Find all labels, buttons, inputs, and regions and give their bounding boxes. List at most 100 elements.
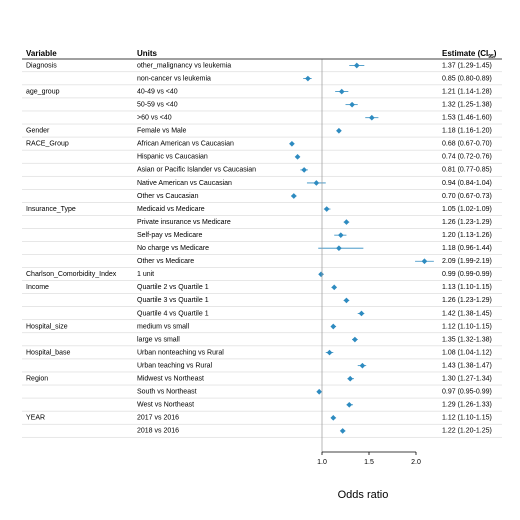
row-estimate-label: 0.74 (0.72-0.76) xyxy=(442,154,492,161)
row-unit-label: Female vs Male xyxy=(137,128,187,135)
x-tick-label: 1.5 xyxy=(364,459,374,466)
row-variable-label: Region xyxy=(26,376,48,383)
x-axis-ticks: 1.0 1.5 2.0 xyxy=(317,452,421,466)
x-tick-label: 2.0 xyxy=(411,459,421,466)
header-variable: Variable xyxy=(26,49,57,58)
point-estimate-marker xyxy=(349,101,355,108)
row-variable-label: Insurance_Type xyxy=(26,206,76,213)
row-unit-label: Quartile 2 vs Quartile 1 xyxy=(137,284,209,291)
row-unit-label: Self-pay vs Medicare xyxy=(137,232,202,239)
row-estimate-label: 1.30 (1.27-1.34) xyxy=(442,376,492,383)
point-estimate-marker xyxy=(359,362,366,369)
row-unit-label: >60 vs <40 xyxy=(137,115,172,122)
point-estimate-marker xyxy=(353,62,360,69)
row-variable-label: Income xyxy=(26,284,49,291)
header-estimate-main: Estimate (CI xyxy=(442,49,488,58)
row-estimate-label: 1.18 (0.96-1.44) xyxy=(442,245,492,252)
row-estimate-label: 1.08 (1.04-1.12) xyxy=(442,349,492,356)
row-estimate-label: 2.09 (1.99-2.19) xyxy=(442,258,492,265)
row-variable-label: age_group xyxy=(26,88,60,95)
row-unit-label: Private insurance vs Medicare xyxy=(137,219,231,226)
row-unit-label: South vs Northeast xyxy=(137,389,197,396)
row-estimate-label: 1.29 (1.26-1.33) xyxy=(442,402,492,409)
row-estimate-label: 1.26 (1.23-1.29) xyxy=(442,219,492,226)
row-estimate-label: 1.12 (1.10-1.15) xyxy=(442,323,492,330)
row-unit-label: Hispanic vs Caucasian xyxy=(137,154,208,161)
row-estimate-label: 1.12 (1.10-1.15) xyxy=(442,415,492,422)
row-estimate-label: 0.68 (0.67-0.70) xyxy=(442,141,492,148)
row-estimate-label: 0.94 (0.84-1.04) xyxy=(442,180,492,187)
row-unit-label: Urban nonteaching vs Rural xyxy=(137,349,224,356)
row-estimate-label: 0.97 (0.95-0.99) xyxy=(442,389,492,396)
row-unit-label: Other vs Medicare xyxy=(137,258,194,265)
row-estimate-label: 1.35 (1.32-1.38) xyxy=(442,336,492,343)
row-variable-label: Gender xyxy=(26,128,50,135)
row-unit-label: 2018 vs 2016 xyxy=(137,428,179,435)
point-estimate-marker xyxy=(343,219,350,225)
header-row: Variable Units Estimate (CI95) xyxy=(26,49,497,60)
point-estimate-marker xyxy=(368,114,375,121)
header-estimate: Estimate (CI95) xyxy=(442,49,497,60)
row-unit-label: Midwest vs Northeast xyxy=(137,376,204,383)
point-estimate-marker xyxy=(331,284,338,291)
point-estimate-marker xyxy=(326,349,333,356)
row-variable-label: Charlson_Comorbidity_Index xyxy=(26,271,117,278)
rows-group: Diagnosis other_malignancy vs leukemia 1.3… xyxy=(22,62,502,438)
point-estimate-marker xyxy=(289,140,295,147)
row-unit-label: Quartile 3 vs Quartile 1 xyxy=(137,297,209,304)
point-estimate-marker xyxy=(301,167,307,173)
point-estimate-marker xyxy=(352,336,358,343)
point-estimate-marker xyxy=(337,232,344,238)
row-unit-label: Quartile 4 vs Quartile 1 xyxy=(137,310,209,317)
point-estimate-marker xyxy=(421,258,428,265)
point-estimate-marker xyxy=(338,88,345,95)
row-variable-label: RACE_Group xyxy=(26,141,69,148)
row-estimate-label: 1.37 (1.29-1.45) xyxy=(442,62,492,69)
row-variable-label: Hospital_base xyxy=(26,349,70,356)
point-estimate-marker xyxy=(358,310,365,317)
row-estimate-label: 1.53 (1.46-1.60) xyxy=(442,115,492,122)
x-axis-label: Odds ratio xyxy=(338,489,389,501)
point-estimate-marker xyxy=(323,206,330,212)
row-estimate-label: 1.22 (1.20-1.25) xyxy=(442,428,492,435)
row-unit-label: West vs Northeast xyxy=(137,402,194,409)
row-variable-label: Diagnosis xyxy=(26,62,57,69)
row-unit-label: African American vs Caucasian xyxy=(137,141,234,148)
row-variable-label: Hospital_size xyxy=(26,323,68,330)
row-estimate-label: 1.05 (1.02-1.09) xyxy=(442,206,492,213)
point-estimate-marker xyxy=(330,415,337,421)
point-estimate-marker xyxy=(346,401,353,408)
row-unit-label: 2017 vs 2016 xyxy=(137,415,179,422)
row-estimate-label: 1.26 (1.23-1.29) xyxy=(442,297,492,304)
row-estimate-label: 1.18 (1.16-1.20) xyxy=(442,128,492,135)
row-estimate-label: 0.70 (0.67-0.73) xyxy=(442,193,492,200)
row-estimate-label: 0.99 (0.99-0.99) xyxy=(442,271,492,278)
row-unit-label: Native American vs Caucasian xyxy=(137,180,232,187)
row-estimate-label: 1.21 (1.14-1.28) xyxy=(442,88,492,95)
point-estimate-marker xyxy=(305,75,311,82)
point-estimate-marker xyxy=(347,375,354,382)
row-estimate-label: 1.20 (1.13-1.26) xyxy=(442,232,492,239)
row-unit-label: Urban teaching vs Rural xyxy=(137,362,213,369)
row-estimate-label: 1.43 (1.38-1.47) xyxy=(442,362,492,369)
row-unit-label: Medicaid vs Medicare xyxy=(137,206,205,213)
point-estimate-marker xyxy=(290,193,297,199)
point-estimate-marker xyxy=(330,323,337,330)
row-unit-label: large vs small xyxy=(137,336,180,343)
point-estimate-marker xyxy=(294,154,301,160)
row-estimate-label: 1.32 (1.25-1.38) xyxy=(442,101,492,108)
header-units: Units xyxy=(137,49,158,58)
row-unit-label: Other vs Caucasian xyxy=(137,193,199,200)
row-estimate-label: 0.85 (0.80-0.89) xyxy=(442,75,492,82)
point-estimate-marker xyxy=(336,245,342,252)
x-tick-label: 1.0 xyxy=(317,459,327,466)
point-estimate-marker xyxy=(336,127,342,134)
row-unit-label: No charge vs Medicare xyxy=(137,245,209,252)
row-unit-label: 40-49 vs <40 xyxy=(137,88,178,95)
point-estimate-marker xyxy=(318,271,324,278)
row-unit-label: Asian or Pacific Islander vs Caucasian xyxy=(137,167,256,174)
point-estimate-marker xyxy=(339,428,346,434)
point-estimate-marker xyxy=(313,180,320,186)
row-unit-label: 1 unit xyxy=(137,271,154,278)
